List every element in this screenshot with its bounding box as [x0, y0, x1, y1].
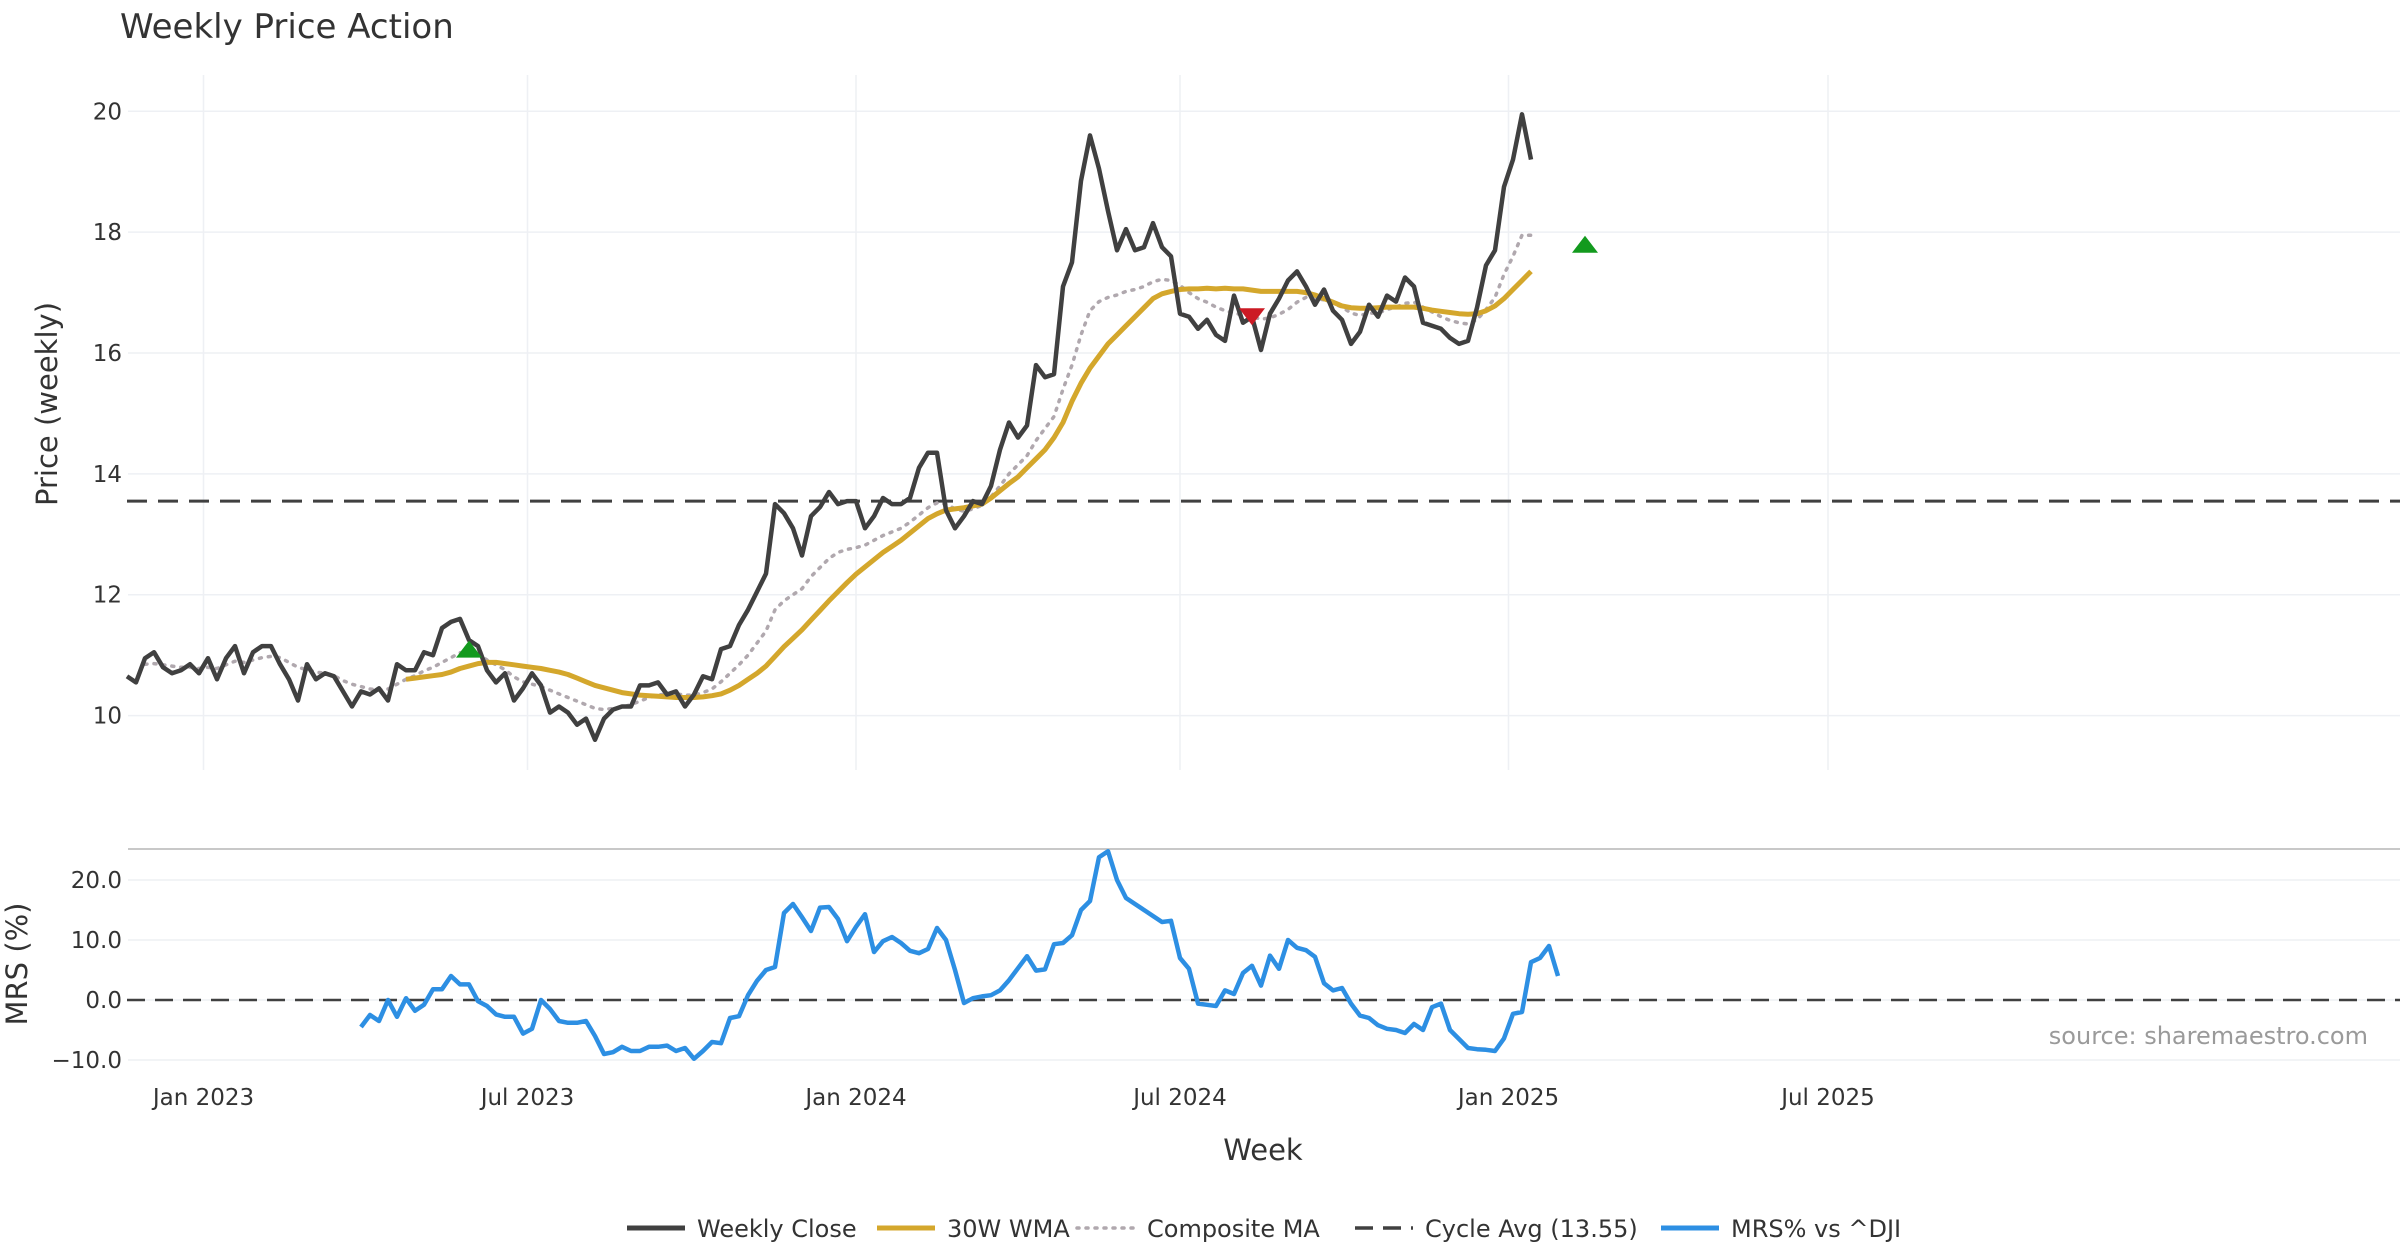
composite-ma-series: [143, 233, 1533, 712]
legend-label: MRS% vs ^DJI: [1731, 1215, 1901, 1243]
signal-markers: [456, 235, 1598, 658]
price-panel: 10 12 14 16 18 20 Price (weekly): [30, 75, 2400, 770]
price-y-axis-label: Price (weekly): [30, 302, 64, 506]
x-tick-label: Jan 2023: [151, 1085, 254, 1111]
mrs-y-axis-label: MRS (%): [0, 903, 34, 1026]
mrs-y-tick-labels: 20.0 10.0 0.0 −10.0: [52, 868, 122, 1074]
x-tick-labels: Jan 2023 Jul 2023 Jan 2024 Jul 2024 Jan 2025…: [151, 1085, 1875, 1111]
x-tick-label: Jan 2025: [1456, 1085, 1559, 1111]
mrs-y-tick: 20.0: [71, 868, 122, 894]
legend-item: Cycle Avg (13.55): [1355, 1215, 1638, 1243]
legend: Weekly Close 30W WMA Composite MA Cycle Avg…: [627, 1215, 1901, 1243]
x-tick-label: Jul 2025: [1779, 1085, 1875, 1111]
x-axis-label: Week: [1223, 1133, 1303, 1167]
x-tick-label: Jul 2023: [479, 1085, 575, 1111]
chart-title: Weekly Price Action: [120, 7, 454, 47]
mrs-y-tick: −10.0: [52, 1048, 122, 1074]
price-y-tick: 10: [93, 704, 122, 730]
price-gridlines: [128, 75, 2400, 770]
buy-signal-marker: [456, 640, 482, 658]
x-tick-label: Jul 2024: [1131, 1085, 1227, 1111]
buy-signal-marker: [1572, 235, 1598, 253]
mrs-series: [359, 848, 1561, 1062]
source-watermark: source: sharemaestro.com: [2049, 1022, 2368, 1050]
legend-label: Weekly Close: [697, 1215, 857, 1243]
wma-30w-series: [405, 269, 1533, 700]
x-tick-label: Jan 2024: [803, 1085, 906, 1111]
price-y-tick: 12: [93, 583, 122, 609]
legend-item: Composite MA: [1075, 1215, 1320, 1243]
legend-item: 30W WMA: [877, 1215, 1070, 1243]
weekly-close-series: [125, 112, 1534, 743]
mrs-y-tick: 10.0: [71, 928, 122, 954]
price-y-tick: 20: [93, 99, 122, 125]
mrs-y-tick: 0.0: [85, 988, 122, 1014]
legend-label: Composite MA: [1147, 1215, 1320, 1243]
price-y-tick: 14: [93, 462, 122, 488]
price-y-tick: 18: [93, 220, 122, 246]
legend-label: Cycle Avg (13.55): [1425, 1215, 1638, 1243]
legend-label: 30W WMA: [947, 1215, 1070, 1243]
legend-item: Weekly Close: [627, 1215, 857, 1243]
price-y-tick-labels: 10 12 14 16 18 20: [93, 99, 122, 729]
sell-signal-marker: [1239, 308, 1265, 326]
legend-item: MRS% vs ^DJI: [1661, 1215, 1901, 1243]
mrs-panel: 20.0 10.0 0.0 −10.0 MRS (%) source: sharema…: [0, 848, 2400, 1074]
price-y-tick: 16: [93, 341, 122, 367]
